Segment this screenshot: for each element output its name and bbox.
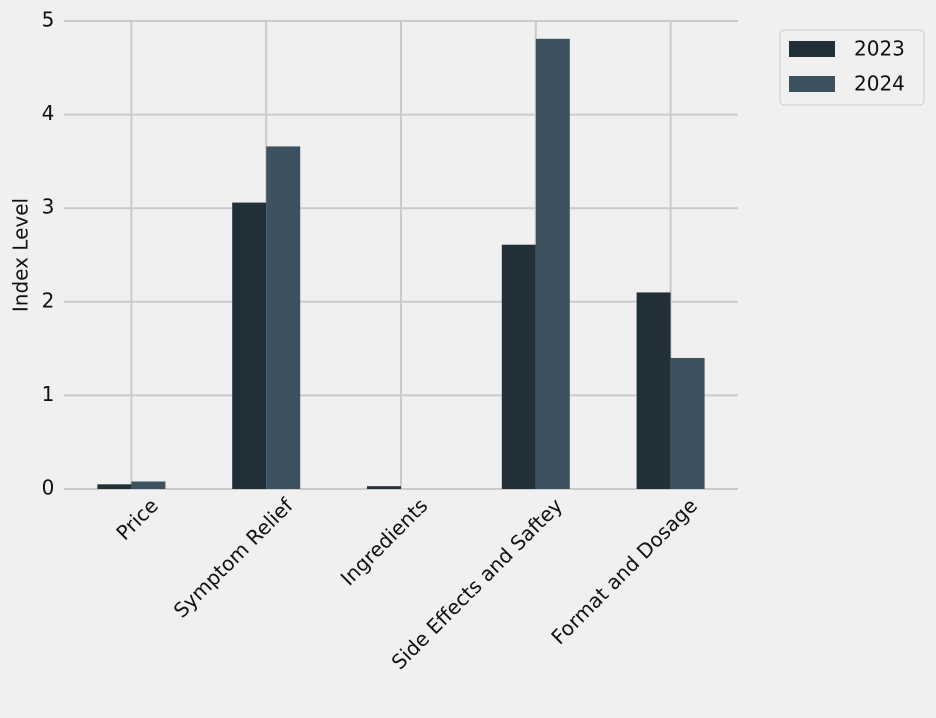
- legend-label: 2024: [854, 72, 905, 96]
- y-tick-label: 2: [42, 288, 55, 312]
- y-tick-label: 1: [42, 382, 55, 406]
- bar: [501, 244, 536, 489]
- bar: [131, 481, 166, 489]
- y-tick-label: 4: [42, 101, 55, 125]
- y-axis-label: Index Level: [9, 198, 33, 312]
- bar: [97, 484, 132, 489]
- y-tick-label: 5: [42, 8, 55, 32]
- y-tick-label: 3: [42, 195, 55, 219]
- bar: [266, 146, 301, 489]
- bar: [670, 357, 705, 489]
- bar: [535, 38, 570, 490]
- legend-label: 2023: [854, 37, 905, 61]
- y-tick-label: 0: [42, 476, 55, 500]
- bar: [636, 292, 671, 489]
- bar: [232, 202, 267, 490]
- legend-swatch: [789, 76, 835, 92]
- bar: [367, 486, 401, 489]
- legend-swatch: [789, 41, 835, 57]
